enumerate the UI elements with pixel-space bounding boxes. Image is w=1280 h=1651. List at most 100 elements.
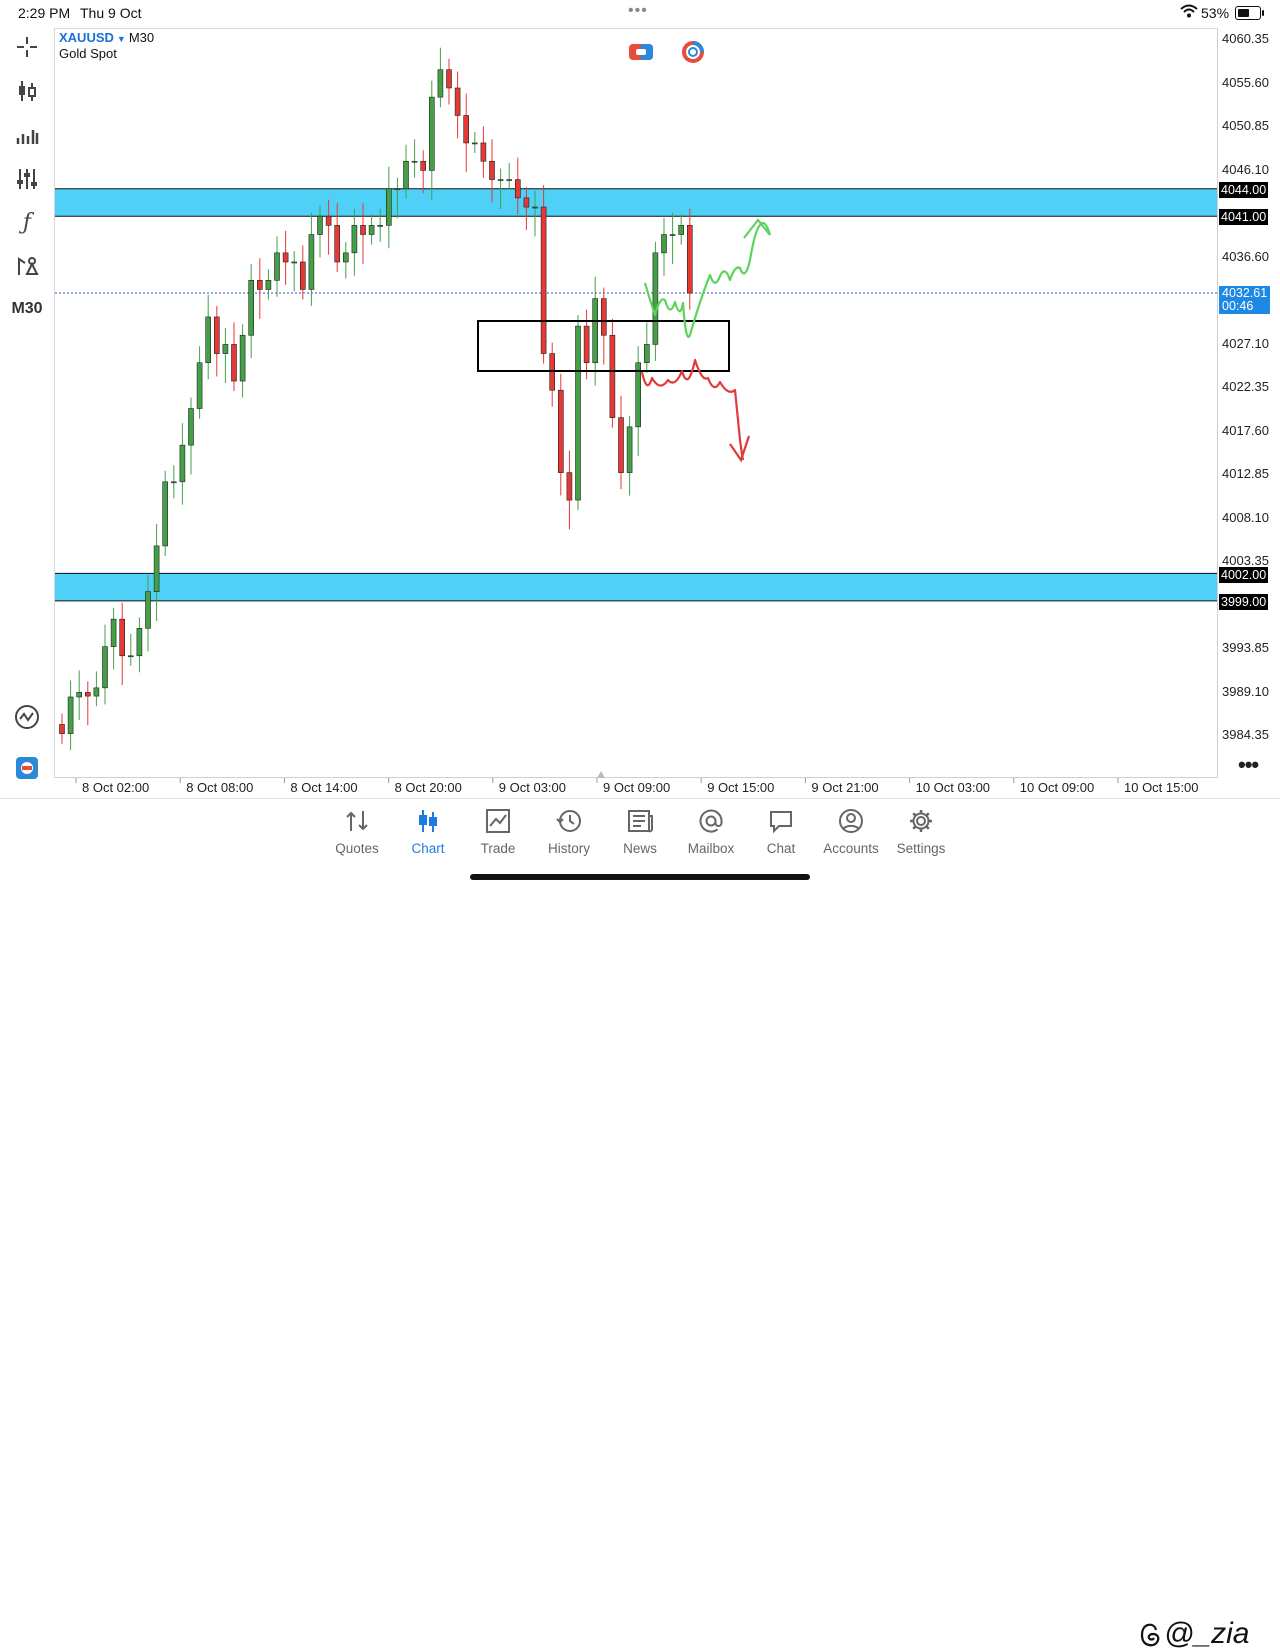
price-tick-label: 4036.60 xyxy=(1222,248,1269,264)
tab-mailbox[interactable]: Mailbox xyxy=(676,807,746,856)
threads-logo-icon xyxy=(1140,1623,1160,1647)
home-indicator[interactable] xyxy=(470,874,810,880)
candle-body xyxy=(368,225,375,235)
tab-label: History xyxy=(547,841,590,856)
more-options-icon[interactable]: ••• xyxy=(1238,752,1259,777)
function-icon[interactable]: ƒ xyxy=(22,209,32,235)
price-tick-label: 4012.85 xyxy=(1222,466,1269,481)
candle-body xyxy=(153,545,160,592)
candle-body xyxy=(325,215,332,226)
tab-chat[interactable]: Chat xyxy=(746,807,816,856)
tab-news[interactable]: News xyxy=(605,807,675,856)
one-click-trading-icon[interactable] xyxy=(628,42,654,67)
price-chart[interactable] xyxy=(0,0,1280,889)
trade-icon xyxy=(463,807,533,835)
candle-body xyxy=(59,724,65,734)
settings-icon xyxy=(886,807,956,835)
candle-body xyxy=(196,362,203,409)
price-tick-label: 4017.60 xyxy=(1222,422,1269,438)
wifi-icon xyxy=(1180,4,1198,21)
candle-body xyxy=(454,87,461,116)
time-tick-label: 9 Oct 09:00 xyxy=(603,780,671,795)
candle-body xyxy=(394,188,401,191)
time-tick-label: 9 Oct 03:00 xyxy=(498,780,567,795)
candle-body xyxy=(351,225,358,254)
signals-icon[interactable] xyxy=(13,703,41,731)
accounts-icon xyxy=(816,807,886,835)
candle-body xyxy=(428,96,435,171)
tab-label: Chart xyxy=(411,841,445,856)
signals-toggle-icon[interactable] xyxy=(681,41,705,68)
time-axis[interactable]: 8 Oct 02:00 8 Oct 08:00 8 Oct 14:00 8 Oct 2… xyxy=(0,780,1218,796)
objects-icon[interactable] xyxy=(13,252,41,280)
tab-label: Accounts xyxy=(823,841,879,856)
chart-area[interactable] xyxy=(54,28,1218,778)
candle-body xyxy=(282,252,289,263)
indicators-icon[interactable] xyxy=(13,121,41,149)
candle-body xyxy=(635,362,642,428)
history-icon xyxy=(534,807,604,835)
crosshair-icon[interactable] xyxy=(13,33,41,61)
candle-body xyxy=(85,692,91,697)
price-tick-label: 4055.60 xyxy=(1222,74,1269,90)
tab-label: Chat xyxy=(766,841,796,856)
multitask-dots-icon[interactable]: ••• xyxy=(628,2,648,19)
candle-body xyxy=(669,234,676,236)
price-axis[interactable]: 4060.35 4055.60 4050.85 4046.10 4036.60 4027.… xyxy=(1218,28,1280,788)
candle-body xyxy=(265,280,272,290)
tab-history[interactable]: History xyxy=(534,807,604,856)
symbol-dropdown-icon[interactable]: ▼ xyxy=(116,34,126,44)
tab-label: Mailbox xyxy=(687,841,735,856)
symbol-name[interactable]: XAUUSD xyxy=(59,30,114,45)
bullish-arrow-head xyxy=(743,218,771,239)
candle-body xyxy=(540,206,547,354)
candle-body xyxy=(523,197,530,208)
current-price: 4032.61 xyxy=(1222,286,1268,300)
battery-icon xyxy=(1235,6,1264,20)
zone-lower-bottom-label: 3999.00 xyxy=(1219,594,1269,610)
tab-trade[interactable]: Trade xyxy=(463,807,533,856)
trading-app-icon[interactable] xyxy=(13,754,41,782)
candle-body xyxy=(110,618,117,647)
watermark-text: @_zia xyxy=(1164,1617,1250,1650)
bearish-arrow-head xyxy=(729,435,751,463)
price-tick-label: 4003.35 xyxy=(1222,553,1269,568)
candle-body xyxy=(205,316,211,364)
tab-accounts[interactable]: Accounts xyxy=(816,807,886,856)
candle-body xyxy=(291,261,298,264)
quotes-icon xyxy=(322,807,392,835)
zone-upper-top-label: 4044.00 xyxy=(1219,182,1269,198)
candle-body xyxy=(471,142,478,145)
bar-countdown: 00:46 xyxy=(1222,299,1254,313)
candle-body xyxy=(506,179,513,181)
candle-body xyxy=(532,206,538,209)
chat-icon xyxy=(746,807,816,835)
candle-body xyxy=(661,234,667,254)
price-tick-label: 4022.35 xyxy=(1222,379,1269,394)
symbol-header[interactable]: XAUUSD ▼ M30 xyxy=(59,30,154,45)
candle-body xyxy=(463,115,470,144)
candle-body xyxy=(489,160,495,180)
settings-sliders-icon[interactable] xyxy=(13,165,41,193)
price-tick-label: 4008.10 xyxy=(1222,509,1269,525)
chart-shift-marker xyxy=(597,771,605,778)
timeframe-button[interactable]: M30 xyxy=(11,300,43,317)
candle-body xyxy=(179,444,186,483)
time-tick-label: 8 Oct 20:00 xyxy=(394,780,462,795)
candle-body xyxy=(145,591,151,629)
tab-quotes[interactable]: Quotes xyxy=(322,807,392,856)
candle-body xyxy=(67,696,74,734)
tab-settings[interactable]: Settings xyxy=(886,807,956,856)
tab-label: Quotes xyxy=(335,841,379,856)
candle-body xyxy=(248,280,254,336)
candle-body xyxy=(239,334,246,382)
time-tick-label: 8 Oct 08:00 xyxy=(186,780,254,795)
candlestick-type-icon[interactable] xyxy=(13,77,41,105)
candle-body xyxy=(385,188,392,226)
candle-body xyxy=(360,225,366,235)
tab-label: News xyxy=(623,841,657,856)
candle-body xyxy=(618,417,624,473)
candle-body xyxy=(136,628,143,657)
tab-chart[interactable]: Chart xyxy=(393,807,463,856)
candle-body xyxy=(566,472,573,501)
